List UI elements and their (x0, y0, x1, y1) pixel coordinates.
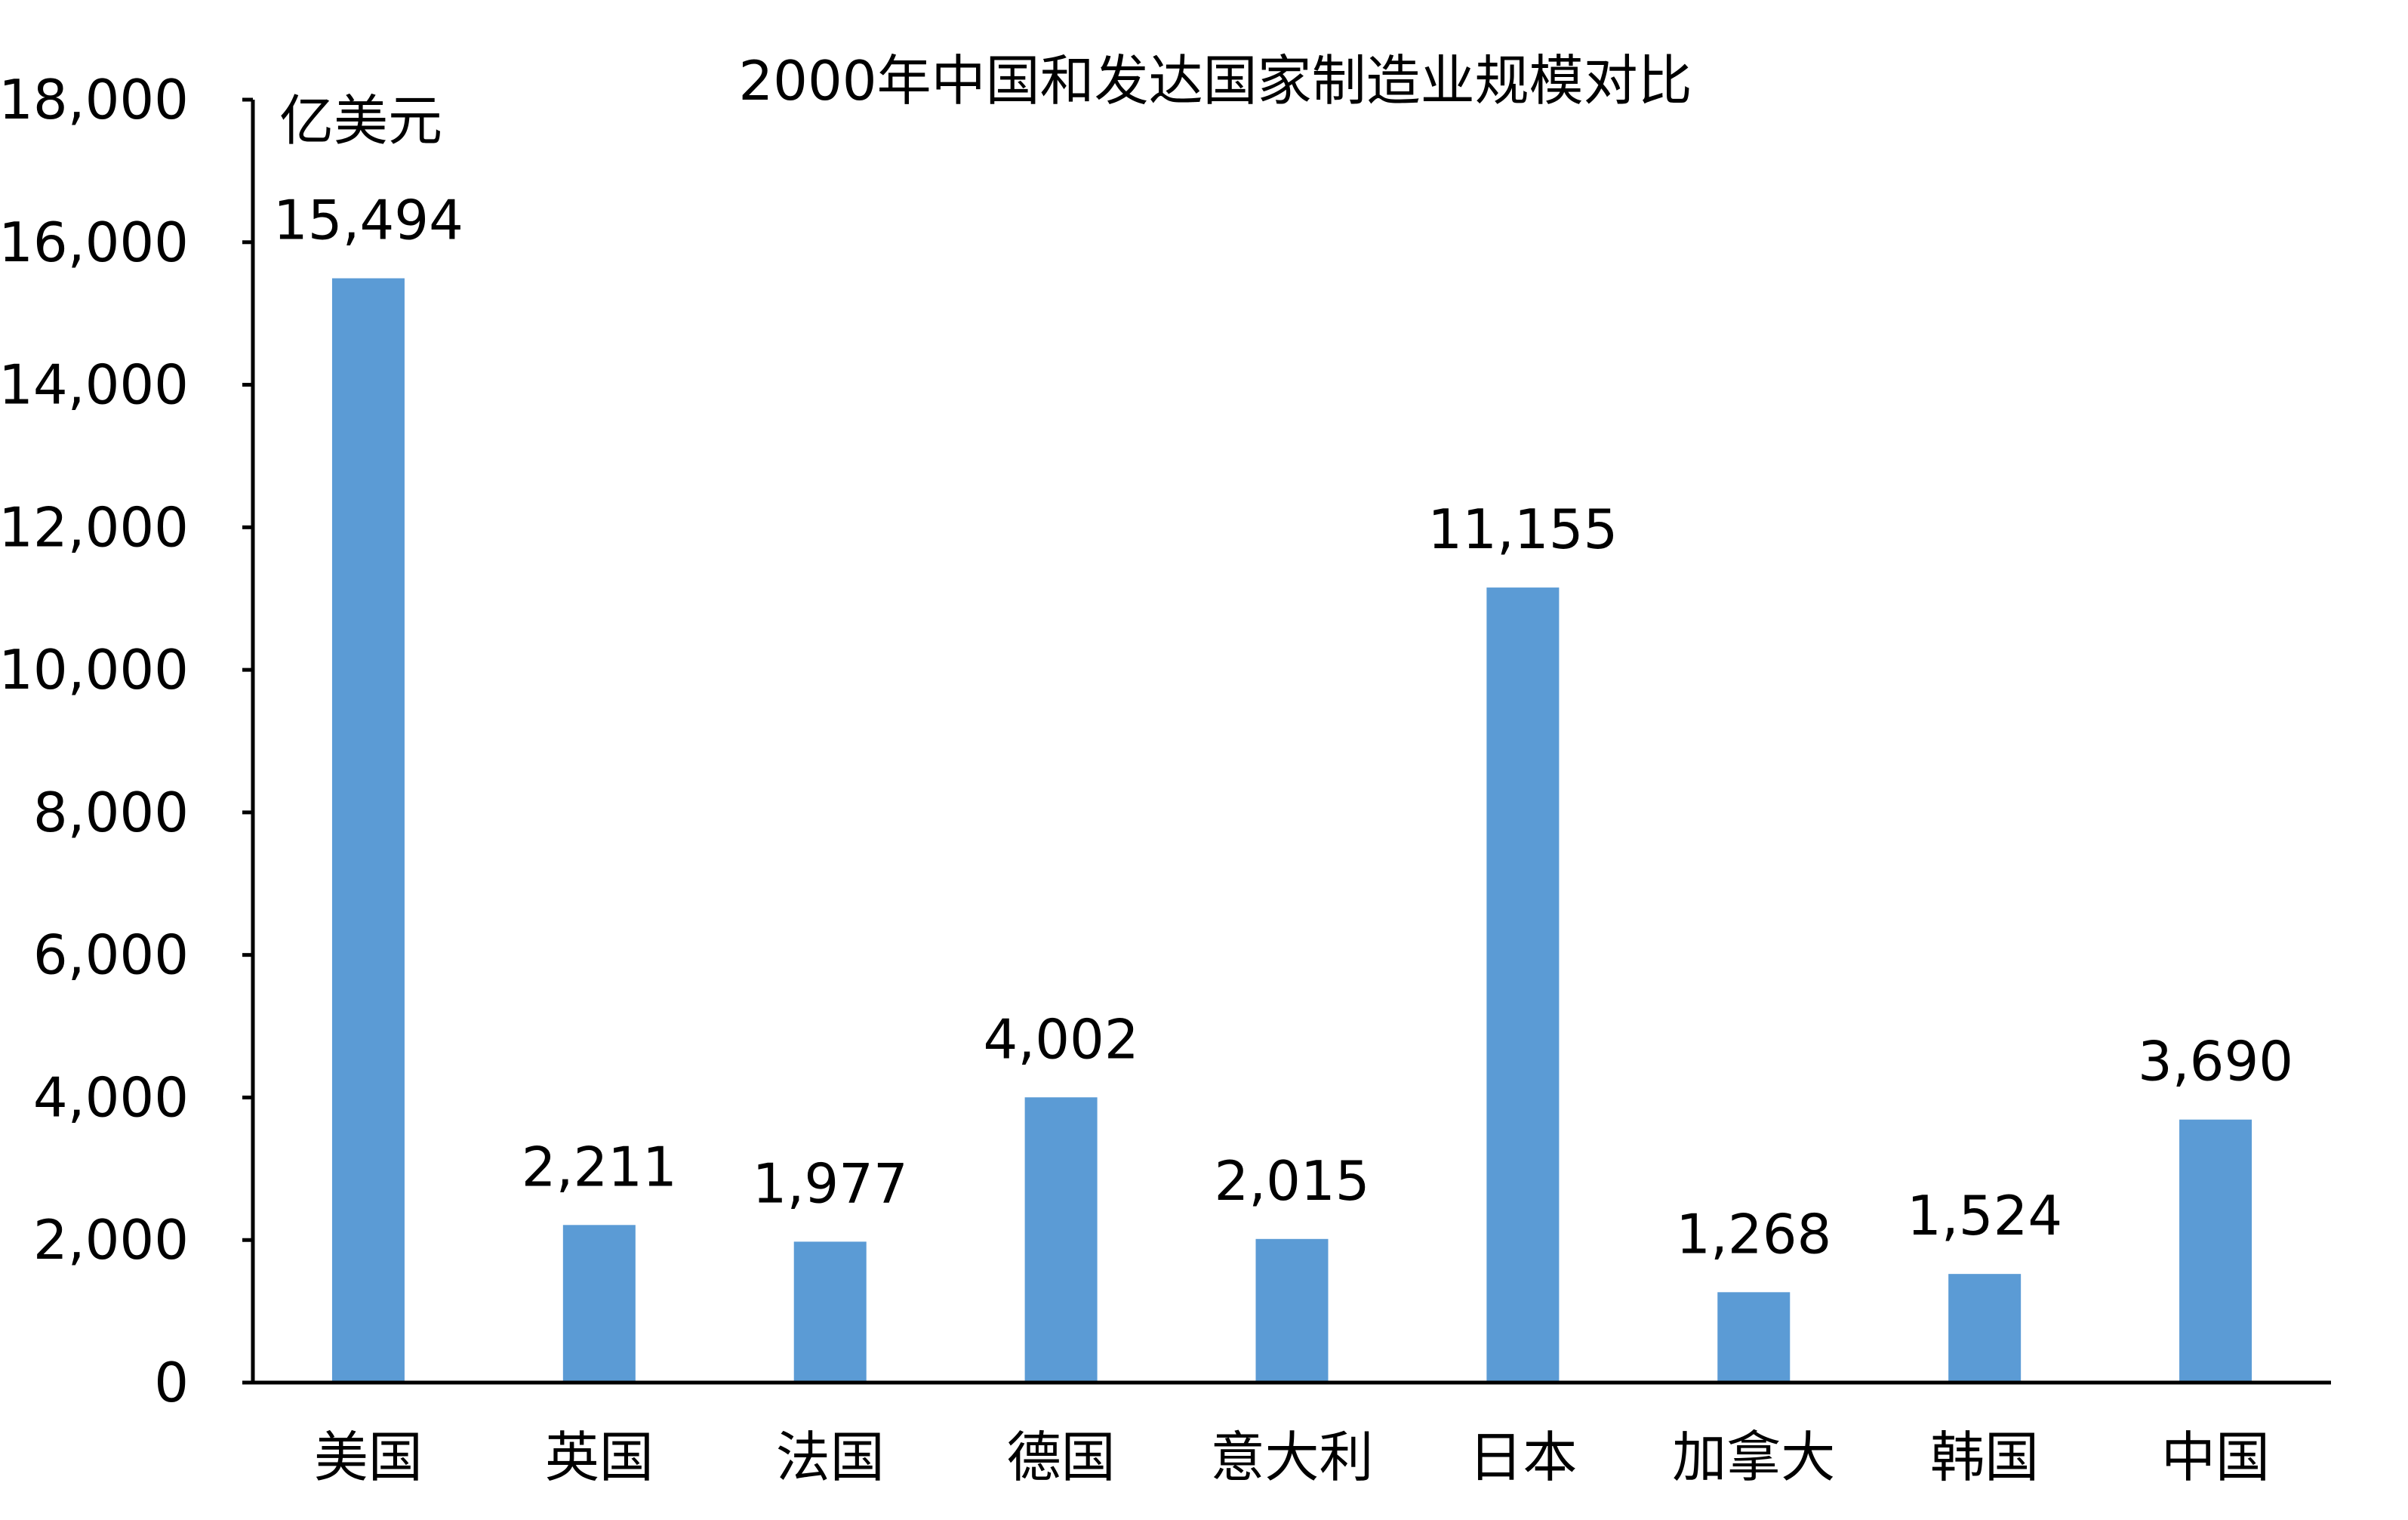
bar (1486, 587, 1560, 1383)
bar-value-label: 2,015 (1214, 1149, 1369, 1213)
bar (1717, 1292, 1791, 1383)
bar-value-label: 2,211 (522, 1135, 677, 1198)
y-tick-label: 14,000 (0, 353, 189, 417)
bar (2179, 1119, 2252, 1383)
x-category-label: 加拿大 (1672, 1426, 1835, 1489)
y-axis-ticks: 0 2,000 4,000 6,000 8,000 10,000 12,000 14,000 1… (0, 68, 253, 1414)
y-tick-label: 12,000 (0, 495, 189, 559)
x-category-label: 韩国 (1930, 1426, 2039, 1489)
y-tick-label: 8,000 (33, 781, 189, 844)
y-tick-label: 18,000 (0, 68, 189, 131)
bar-value-label: 15,494 (273, 189, 463, 252)
y-tick-label: 6,000 (33, 923, 189, 987)
chart-title: 2000年中国和发达国家制造业规模对比 (738, 49, 1692, 113)
y-tick-label: 0 (154, 1351, 189, 1414)
x-category-label: 意大利 (1210, 1426, 1373, 1489)
y-tick-label: 2,000 (33, 1208, 189, 1272)
bar-value-label: 1,977 (753, 1152, 908, 1215)
bar (1255, 1238, 1329, 1383)
bar-value-label: 1,268 (1676, 1202, 1831, 1266)
x-category-label: 德国 (1007, 1426, 1116, 1489)
bar (793, 1241, 867, 1383)
x-category-label: 法国 (776, 1426, 885, 1489)
y-axis-unit-label: 亿美元 (279, 89, 442, 153)
bar (1948, 1274, 2022, 1383)
bar (331, 278, 405, 1383)
bar-value-label: 4,002 (984, 1007, 1139, 1071)
bar-value-label: 3,690 (2138, 1030, 2293, 1093)
y-tick-label: 16,000 (0, 211, 189, 274)
bar (562, 1225, 636, 1383)
y-tick-label: 10,000 (0, 638, 189, 701)
x-category-label: 中国 (2161, 1426, 2270, 1489)
x-category-label: 英国 (545, 1426, 654, 1489)
data-labels-group: 15,494 2,211 1,977 4,002 2,015 11,155 1,268 1,5… (273, 189, 2293, 1266)
x-category-label: 日本 (1468, 1426, 1577, 1489)
x-category-label: 美国 (314, 1426, 423, 1489)
bar-value-label: 1,524 (1907, 1184, 2062, 1247)
y-tick-label: 4,000 (33, 1065, 189, 1129)
bar-value-label: 11,155 (1427, 498, 1618, 561)
bar (1024, 1097, 1098, 1383)
bars-group (331, 278, 2252, 1383)
x-axis-labels: 美国 英国 法国 德国 意大利 日本 加拿大 韩国 中国 (314, 1426, 2270, 1489)
